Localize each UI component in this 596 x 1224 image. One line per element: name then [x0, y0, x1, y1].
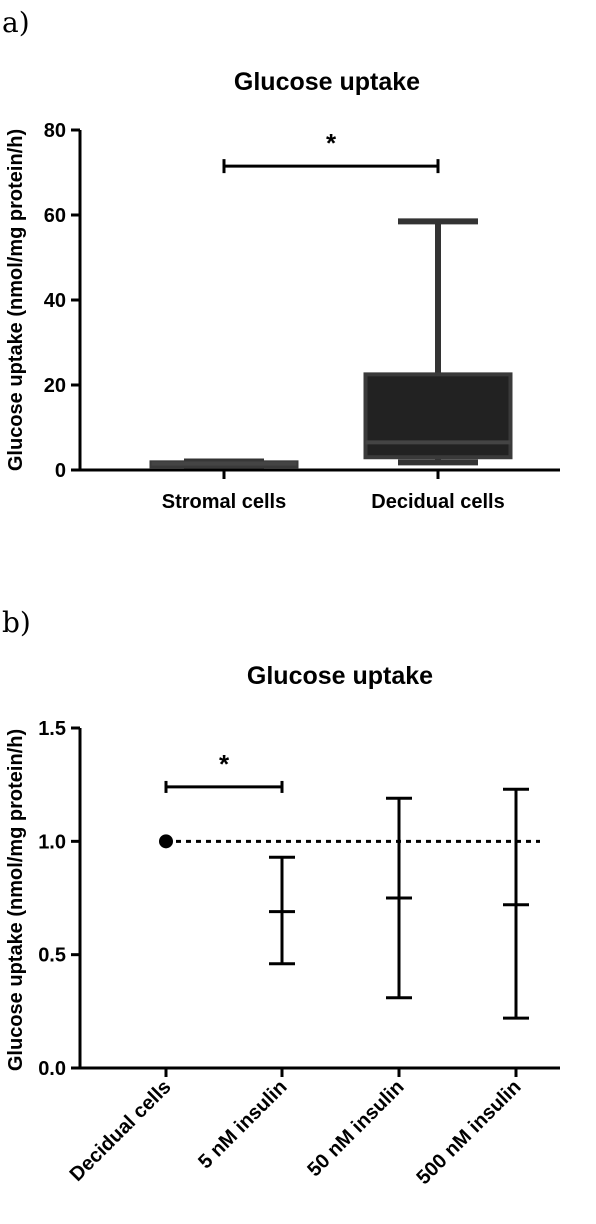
x-tick-label: 500 nM insulin — [413, 1076, 526, 1189]
x-tick-label: Stromal cells — [162, 491, 287, 513]
y-tick-label: 0 — [55, 460, 66, 482]
chart-a-title: Glucose uptake — [234, 68, 420, 96]
x-tick-label: 50 nM insulin — [303, 1076, 408, 1181]
panel-a-label: a) — [2, 6, 30, 39]
y-tick-label: 1.5 — [38, 718, 66, 740]
chart-b-ylabel: Glucose uptake (nmol/mg protein/h) — [5, 729, 27, 1071]
panel-b-label: b) — [2, 606, 31, 639]
x-tick-label: Decidual cells — [371, 491, 504, 513]
data-point — [159, 834, 173, 849]
x-tick-label: Decidual cells — [66, 1076, 176, 1186]
chart-a-significance-label: * — [326, 128, 337, 158]
chart-b-title: Glucose uptake — [247, 662, 433, 690]
y-tick-label: 60 — [44, 205, 66, 227]
y-tick-label: 40 — [44, 290, 66, 312]
y-tick-label: 0.0 — [38, 1058, 66, 1080]
y-tick-label: 1.0 — [38, 831, 66, 853]
y-tick-label: 0.5 — [38, 945, 66, 967]
chart-a-ylabel: Glucose uptake (nmol/mg protein/h) — [5, 129, 27, 471]
y-tick-label: 20 — [44, 375, 66, 397]
y-tick-label: 80 — [44, 120, 66, 142]
x-tick-label: 5 nM insulin — [194, 1076, 291, 1173]
chart-a-plot-area: 0 20 40 60 80 Stromal cells Decidual cells — [44, 120, 560, 513]
chart-b-significance-label: * — [219, 749, 230, 779]
box — [363, 372, 513, 460]
